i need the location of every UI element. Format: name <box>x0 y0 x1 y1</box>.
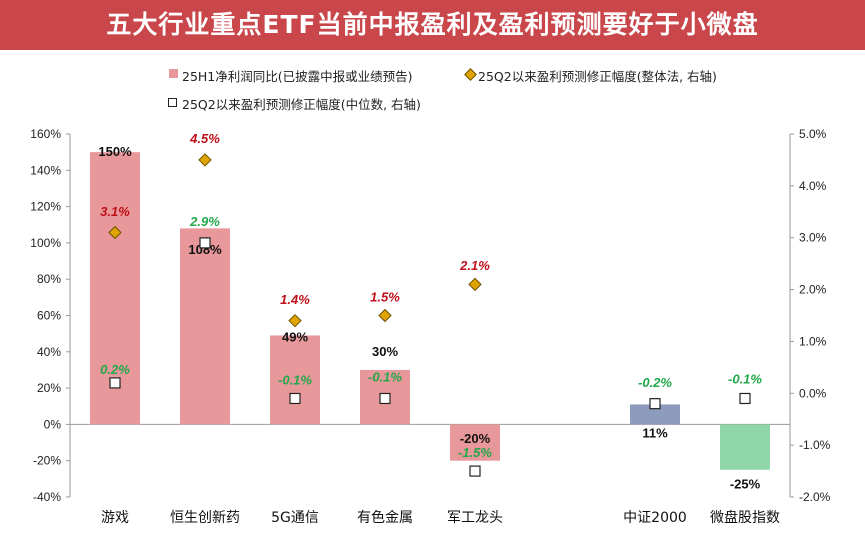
diamond-value-label: 2.1% <box>459 258 490 273</box>
chart-title: 五大行业重点ETF当前中报盈利及盈利预测要好于小微盘 <box>106 10 759 39</box>
bar-4 <box>450 424 500 461</box>
left-axis-tick-label: 20% <box>37 381 61 395</box>
right-axis-tick-label: -2.0% <box>799 490 831 504</box>
right-axis-tick-label: 5.0% <box>799 127 827 141</box>
right-axis-tick-label: 3.0% <box>799 231 827 245</box>
square-point <box>739 392 751 405</box>
square-value-label: -0.1% <box>368 370 402 385</box>
left-axis-tick-label: 40% <box>37 345 61 359</box>
bar-value-label: 30% <box>372 344 398 359</box>
bar-value-label: 11% <box>642 425 668 440</box>
diamond-point <box>378 308 392 323</box>
left-axis-tick-label: 160% <box>30 127 61 141</box>
legend-square-label: 25Q2以来盈利预测修正幅度(中位数, 右轴) <box>182 97 421 112</box>
category-label: 中证2000 <box>623 510 687 526</box>
diamond-value-label: 1.4% <box>280 292 310 307</box>
right-axis-tick-label: 0.0% <box>799 386 827 400</box>
square-point <box>289 392 301 405</box>
left-axis-tick-label: -40% <box>33 490 61 504</box>
bar-6 <box>720 424 770 470</box>
legend-square-swatch <box>168 98 177 107</box>
diamond-point <box>198 153 212 167</box>
legend-bar-label: 25H1净利润同比(已披露中报或业绩预告) <box>182 69 413 84</box>
category-label: 游戏 <box>101 510 129 526</box>
right-axis-tick-label: 4.0% <box>799 179 827 193</box>
left-axis-tick-label: 120% <box>30 200 61 214</box>
right-axis-tick-label: 2.0% <box>799 283 827 297</box>
square-value-label: -1.5% <box>458 445 492 460</box>
category-label: 5G通信 <box>271 510 319 526</box>
diamond-value-label: 4.5% <box>189 131 220 146</box>
square-value-label: -0.1% <box>278 372 312 387</box>
square-point <box>199 237 211 249</box>
left-axis-tick-label: 60% <box>37 309 61 323</box>
square-value-label: -0.2% <box>638 375 672 390</box>
square-point <box>379 392 391 405</box>
category-label: 有色金属 <box>357 509 413 526</box>
diamond-point <box>288 313 302 328</box>
bar-2 <box>270 335 320 425</box>
square-point <box>109 377 121 389</box>
bar-value-label: 108% <box>188 242 222 257</box>
square-value-label: 0.2% <box>100 362 130 377</box>
left-axis-tick-label: 140% <box>30 163 61 177</box>
left-axis-tick-label: -20% <box>33 454 61 468</box>
bar-value-label: -20% <box>460 431 491 446</box>
diamond-point <box>108 225 122 240</box>
left-axis-tick-label: 80% <box>37 272 61 286</box>
left-axis-tick-label: 0% <box>44 417 62 431</box>
category-label: 军工龙头 <box>447 510 503 526</box>
bar-1 <box>180 228 230 425</box>
bar-value-label: -25% <box>730 476 761 491</box>
square-value-label: 2.9% <box>189 214 220 229</box>
bar-value-label: 49% <box>282 329 308 344</box>
category-label: 恒生创新药 <box>170 510 240 526</box>
bar-5 <box>630 404 680 425</box>
category-label: 微盘股指数 <box>710 509 780 526</box>
diamond-value-label: 3.1% <box>100 204 130 219</box>
square-point <box>469 465 481 477</box>
left-axis-tick-label: 100% <box>30 236 61 250</box>
legend-bar-swatch <box>169 69 178 78</box>
legend-diamond-label: 25Q2以来盈利预测修正幅度(整体法, 右轴) <box>478 69 717 84</box>
square-point <box>649 398 661 410</box>
right-axis-tick-label: 1.0% <box>799 334 827 348</box>
diamond-value-label: 1.5% <box>370 289 400 304</box>
bar-value-label: 150% <box>98 144 132 159</box>
square-value-label: -0.1% <box>728 371 762 386</box>
diamond-point <box>468 277 482 292</box>
right-axis-tick-label: -1.0% <box>799 438 831 452</box>
title-bar <box>0 0 865 50</box>
